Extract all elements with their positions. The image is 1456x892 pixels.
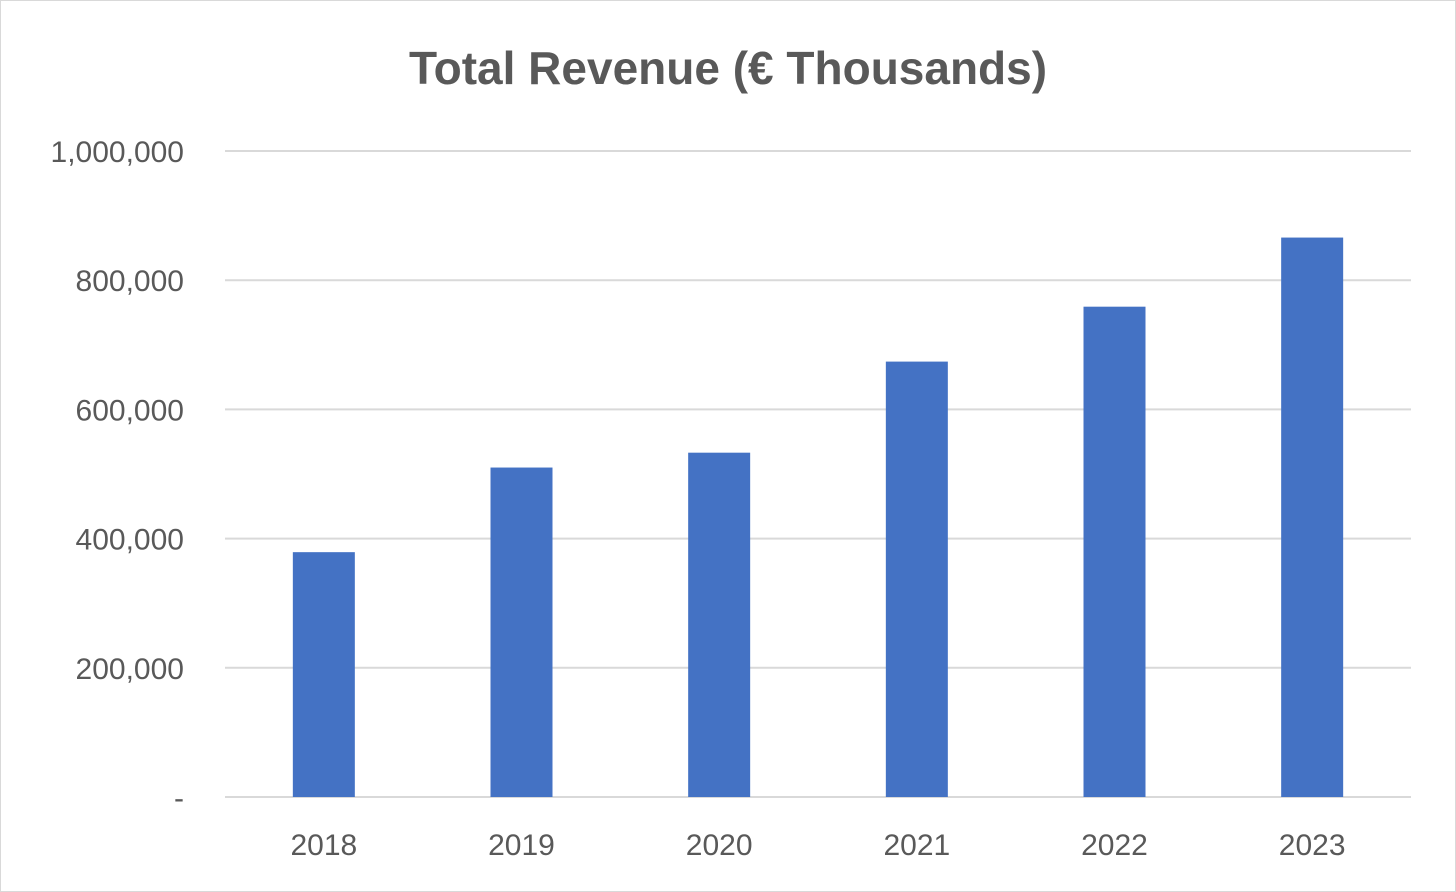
bar-2023 (1281, 237, 1344, 798)
bar-2022 (1083, 306, 1146, 797)
y-tick-label: 400,000 (76, 524, 184, 557)
y-tick-label: 800,000 (76, 265, 184, 298)
y-axis-tick-labels: - 200,000 400,000 600,000 800,000 1,000,000 (51, 136, 184, 815)
chart-title: Total Revenue (€ Thousands) (408, 42, 1048, 94)
y-tick-label: 600,000 (76, 394, 184, 427)
y-tick-label: 200,000 (76, 653, 184, 686)
y-tick-label: 1,000,000 (51, 136, 184, 169)
x-tick-label: 2023 (1279, 829, 1346, 862)
x-tick-label: 2019 (488, 829, 555, 862)
y-tick-label: - (174, 782, 184, 815)
gridlines (225, 150, 1411, 798)
bars (292, 237, 1344, 798)
x-tick-label: 2021 (883, 829, 950, 862)
bar-2019 (490, 467, 553, 797)
x-tick-label: 2022 (1081, 829, 1148, 862)
x-tick-label: 2018 (290, 829, 357, 862)
x-axis-tick-labels: 2018 2019 2020 2021 2022 2023 (290, 829, 1345, 862)
x-tick-label: 2020 (686, 829, 753, 862)
bar-2021 (885, 361, 948, 797)
bar-2018 (292, 552, 355, 797)
bar-2020 (688, 452, 751, 797)
